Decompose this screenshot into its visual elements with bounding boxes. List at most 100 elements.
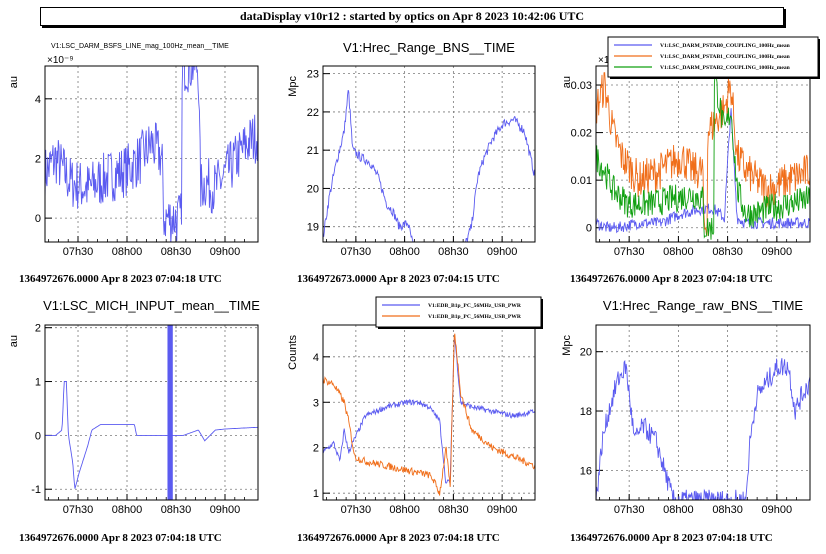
series-line-1 (323, 89, 535, 242)
x-tick-label: 07h30 (63, 504, 94, 516)
plot-area (596, 72, 810, 240)
legend-entry: V1:EDB_B1p_PC_56MHz_USB_PWR (428, 303, 522, 309)
axis-exponent-label: ×1 (598, 55, 610, 66)
legend-entry: V1:LSC_DARM_PSTAB1_COUPLING_100Hz_mean (660, 54, 791, 60)
timestamp-label: 1364972676.0000 Apr 8 2023 07:04:18 UTC (570, 273, 773, 285)
series-line-3 (596, 75, 810, 240)
chart-panel-3: au ×1 07h30 08h00 08h30 09h00 0 0.01 0.02 0.03 V1:… (561, 36, 820, 285)
x-tick-label: 08h30 (712, 246, 743, 258)
x-tick-label: 08h00 (389, 246, 420, 258)
x-tick-label: 07h30 (614, 246, 645, 258)
series-line-2 (323, 333, 535, 496)
chart-panel-5: Counts 07h30 08h00 08h30 09h00 1 2 3 4 V1:EDB_B1p… (287, 296, 543, 544)
x-tick-label: 09h00 (487, 504, 518, 516)
y-axis-label: Mpc (287, 76, 299, 97)
y-tick-label: -1 (31, 484, 41, 496)
y-tick-label: 20 (580, 347, 592, 359)
chart-title: V1:Hrec_Range_raw_BNS__TIME (603, 298, 803, 313)
x-tick-label: 08h30 (161, 246, 192, 258)
timestamp-label: 1364972676.0000 Apr 8 2023 07:04:18 UTC (297, 532, 500, 544)
x-tick-label: 09h00 (210, 246, 241, 258)
x-tick-label: 07h30 (63, 246, 94, 258)
x-tick-label: 08h00 (663, 504, 694, 516)
y-tick-label: 23 (307, 69, 319, 81)
chart-title: V1:LSC_MICH_INPUT_mean__TIME (43, 298, 260, 313)
chart-title: V1:LSC_DARM_BSFS_LINE_mag_100Hz_mean__TI… (51, 43, 229, 50)
y-tick-label: 22 (307, 107, 319, 119)
y-tick-label: 19 (307, 222, 319, 234)
plot-frame (44, 65, 259, 243)
plot-area (45, 66, 258, 242)
y-tick-label: 20 (307, 183, 319, 195)
timestamp-label: 1364972673.0000 Apr 8 2023 07:04:15 UTC (297, 273, 500, 285)
y-tick-label: 0.01 (571, 175, 592, 187)
chart-panel-2: V1:Hrec_Range_BNS__TIME Mpc 07h30 08h00 08h3… (287, 40, 536, 285)
chart-title: V1:Hrec_Range_BNS__TIME (343, 40, 515, 55)
x-tick-label: 09h00 (487, 246, 518, 258)
legend-box (375, 296, 542, 328)
x-tick-label: 09h00 (762, 246, 793, 258)
series-line-1 (45, 381, 258, 489)
x-tick-label: 08h00 (663, 246, 694, 258)
series-line-2 (596, 72, 810, 237)
y-tick-label: 21 (307, 145, 319, 157)
axis-exponent-label: ×10⁻⁹ (47, 55, 74, 66)
y-tick-label: 4 (35, 94, 41, 106)
legend-box (607, 36, 819, 78)
y-tick-label: 4 (313, 352, 319, 364)
timestamp-label: 1364972676.0000 Apr 8 2023 07:04:18 UTC (570, 532, 773, 544)
y-axis-label: Mpc (561, 335, 573, 356)
series-line-1 (596, 108, 810, 234)
series-line-1 (596, 358, 810, 500)
series-line-1 (323, 338, 535, 484)
legend-entry: V1:LSC_DARM_PSTAB0_COUPLING_100Hz_mean (660, 43, 791, 49)
series-line-1 (45, 66, 258, 242)
data-band (167, 325, 173, 500)
y-tick-label: 0.02 (571, 128, 592, 140)
y-axis-label: Counts (287, 335, 299, 370)
x-tick-label: 09h00 (210, 504, 241, 516)
plot-area (45, 325, 258, 500)
x-tick-label: 08h30 (438, 504, 469, 516)
y-tick-label: 1 (313, 488, 319, 500)
y-tick-label: 2 (35, 153, 41, 165)
plot-frame (595, 324, 811, 501)
window-title-bar: dataDisplay v10r12 : started by optics o… (40, 7, 784, 26)
x-tick-label: 09h00 (762, 504, 793, 516)
legend-entry: V1:LSC_DARM_PSTAB2_COUPLING_100Hz_mean (660, 65, 791, 71)
plot-area (323, 89, 535, 242)
x-tick-label: 08h00 (389, 504, 420, 516)
chart-panel-1: V1:LSC_DARM_BSFS_LINE_mag_100Hz_mean__TI… (8, 43, 259, 285)
x-tick-label: 07h30 (341, 246, 372, 258)
window-title: dataDisplay v10r12 : started by optics o… (239, 9, 585, 23)
y-tick-label: 0 (586, 223, 592, 235)
y-tick-label: 18 (580, 406, 592, 418)
x-tick-label: 08h00 (112, 504, 143, 516)
y-axis-label: au (8, 335, 20, 347)
y-tick-label: 2 (35, 323, 41, 335)
timestamp-label: 1364972676.0000 Apr 8 2023 07:04:18 UTC (19, 273, 222, 285)
x-tick-label: 07h30 (614, 504, 645, 516)
plot-area (323, 333, 535, 496)
chart-panel-6: V1:Hrec_Range_raw_BNS__TIME Mpc 07h30 08h00… (561, 298, 811, 544)
y-tick-label: 1 (35, 377, 41, 389)
y-axis-label: au (561, 76, 573, 88)
y-axis-label: au (8, 76, 20, 88)
y-tick-label: 3 (313, 397, 319, 409)
legend-entry: V1:EDB_B1p_PC_56MHz_USB_PWR (428, 314, 522, 320)
plot-frame (322, 65, 536, 243)
y-tick-label: 2 (313, 443, 319, 455)
plot-frame (44, 324, 259, 501)
y-tick-label: 0.03 (571, 80, 592, 92)
x-tick-label: 08h00 (112, 246, 143, 258)
x-tick-label: 08h30 (712, 504, 743, 516)
timestamp-label: 1364972676.0000 Apr 8 2023 07:04:18 UTC (19, 532, 222, 544)
plot-area (596, 358, 810, 500)
y-tick-label: 0 (35, 430, 41, 442)
y-tick-label: 16 (580, 465, 592, 477)
y-tick-label: 0 (35, 213, 41, 225)
x-tick-label: 08h30 (438, 246, 469, 258)
x-tick-label: 07h30 (341, 504, 372, 516)
